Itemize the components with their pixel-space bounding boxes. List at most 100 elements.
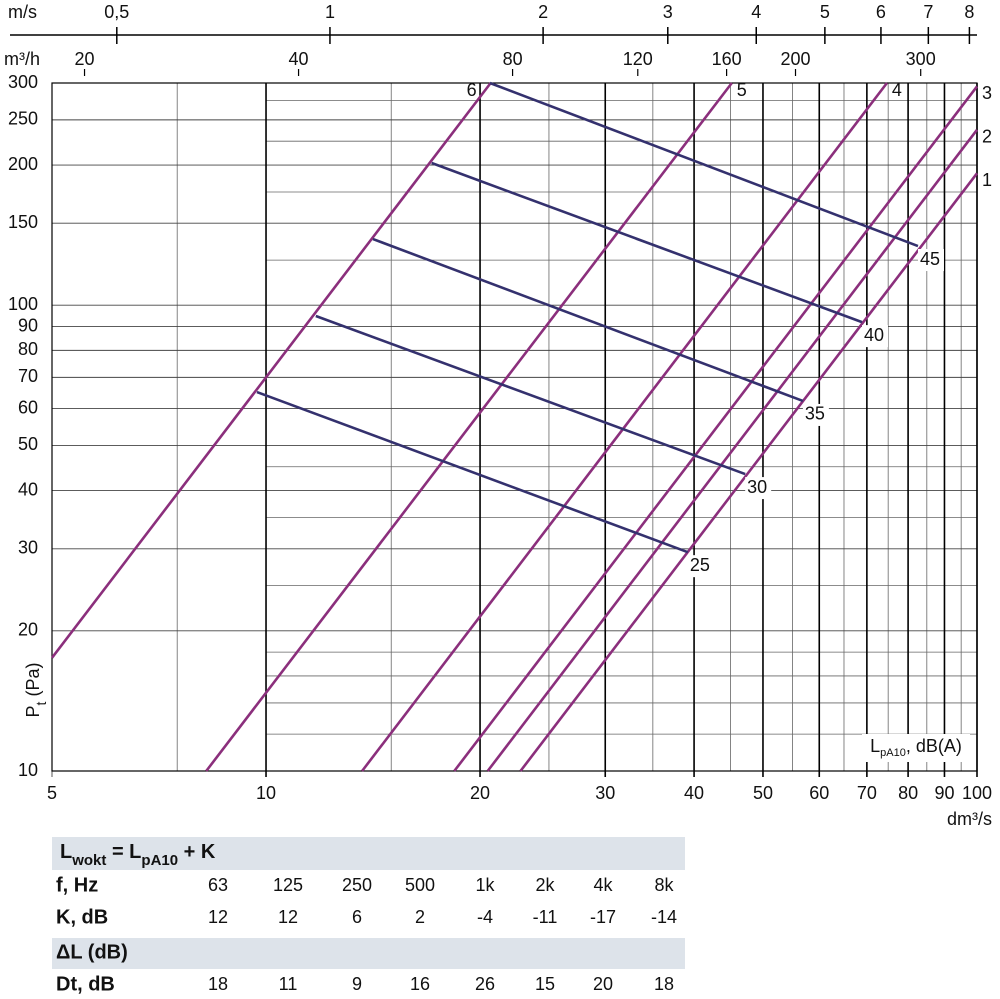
series-line (431, 161, 863, 324)
series-label: 35 (805, 404, 825, 424)
table-cell: 4k (593, 875, 613, 895)
y-tick-label: 70 (18, 366, 38, 386)
x2-tick-label: 5 (820, 2, 830, 22)
series-label: 2 (982, 127, 992, 147)
x-tick-label: 100 (962, 783, 992, 803)
x-tick-label: 40 (684, 783, 704, 803)
x-tick-label: 30 (595, 783, 615, 803)
series-line (361, 82, 888, 772)
x3-tick-label: 80 (503, 49, 523, 69)
x-tick-label: 80 (898, 783, 918, 803)
y-axis-label-part: P (23, 705, 43, 717)
table-cell: 11 (279, 974, 298, 994)
series-line (519, 172, 979, 772)
y-tick-label: 90 (18, 315, 38, 335)
x3-axis-label: m³/h (4, 49, 40, 69)
y-tick-label: 100 (8, 294, 38, 314)
x-tick-label: 50 (753, 783, 773, 803)
series-label-bg (745, 477, 772, 500)
x-tick-label: 10 (256, 783, 276, 803)
series-line (315, 314, 746, 476)
x2-axis-label: m/s (8, 2, 37, 22)
table-cell: 9 (352, 974, 362, 994)
x2-tick-label: 6 (876, 2, 886, 22)
series-line (372, 237, 804, 403)
series-line (50, 82, 492, 659)
plot-frame (51, 82, 978, 772)
x2-tick-label: 3 (663, 2, 673, 22)
formula-band (52, 837, 685, 870)
x2-tick-label: 7 (923, 2, 933, 22)
series-label: 1 (982, 170, 992, 190)
table-formula: Lwokt = LpA10 + K (60, 841, 216, 869)
table-cell: 18 (208, 974, 228, 994)
series-label-bg (687, 555, 714, 578)
row-label: Dt, dB (56, 973, 115, 995)
y-tick-label: 250 (8, 109, 38, 129)
y-axis-label-part: t (33, 701, 49, 705)
annotation-part: pA10 (880, 747, 906, 759)
table-cell: 26 (475, 974, 495, 994)
annotation-bg (862, 734, 970, 762)
x-tick-label: 70 (857, 783, 877, 803)
x2-tick-label: 1 (325, 2, 335, 22)
table-cell: 250 (342, 875, 372, 895)
series-line (486, 129, 979, 772)
x2-tick-label: 2 (538, 2, 548, 22)
table-cell: 8k (654, 875, 674, 895)
y-tick-label: 200 (8, 154, 38, 174)
series-label: 25 (690, 555, 710, 575)
series-line (256, 390, 689, 554)
y-axis-label: Pt (Pa) (23, 663, 49, 718)
table-formula-part: + K (178, 841, 216, 863)
delta-title: ΔL (dB) (56, 941, 128, 963)
x3-tick-label: 120 (623, 49, 653, 69)
series-label: 6 (467, 80, 477, 100)
table-cell: 18 (654, 974, 674, 994)
y-tick-label: 150 (8, 212, 38, 232)
series-label: 5 (737, 80, 747, 100)
y-tick-label: 10 (18, 760, 38, 780)
x2-tick-label: 0,5 (104, 2, 129, 22)
x-tick-label: 20 (470, 783, 490, 803)
table-cell: -17 (590, 907, 616, 927)
table-cell: -4 (477, 907, 493, 927)
table-cell: -14 (651, 907, 677, 927)
row-label: K, dB (56, 906, 108, 928)
table-formula-part: pA10 (141, 852, 178, 869)
table-cell: 1k (475, 875, 495, 895)
table-cell: 6 (352, 907, 362, 927)
table-cell: 12 (208, 907, 228, 927)
table-cell: 500 (405, 875, 435, 895)
x-tick-label: 5 (47, 783, 57, 803)
delta-band (52, 938, 685, 969)
series-line (489, 81, 919, 248)
series-label-bg (861, 325, 888, 348)
x-tick-label: 60 (809, 783, 829, 803)
y-tick-label: 30 (18, 538, 38, 558)
x3-tick-label: 40 (289, 49, 309, 69)
annotation: LpA10, dB(A) (870, 736, 962, 759)
series-line (453, 85, 979, 772)
table-cell: -11 (533, 907, 558, 927)
x-tick-label: 90 (934, 783, 954, 803)
table-formula-part: L (60, 841, 72, 863)
x3-tick-label: 300 (906, 49, 936, 69)
series-label-bg (802, 403, 829, 426)
table-cell: 16 (410, 974, 430, 994)
table-cell: 20 (593, 974, 613, 994)
series-label-bg (917, 249, 944, 272)
series-label: 45 (920, 249, 940, 269)
x3-tick-label: 200 (780, 49, 810, 69)
y-tick-label: 60 (18, 397, 38, 417)
table-formula-part: = L (106, 841, 141, 863)
series-line (205, 82, 733, 772)
y-tick-label: 40 (18, 479, 38, 499)
table-cell: 63 (208, 875, 228, 895)
y-tick-label: 300 (8, 72, 38, 92)
series-label: 30 (747, 477, 767, 497)
row-label: f, Hz (56, 874, 98, 896)
y-axis-label-part: (Pa) (23, 663, 43, 702)
series-label: 3 (982, 83, 992, 103)
